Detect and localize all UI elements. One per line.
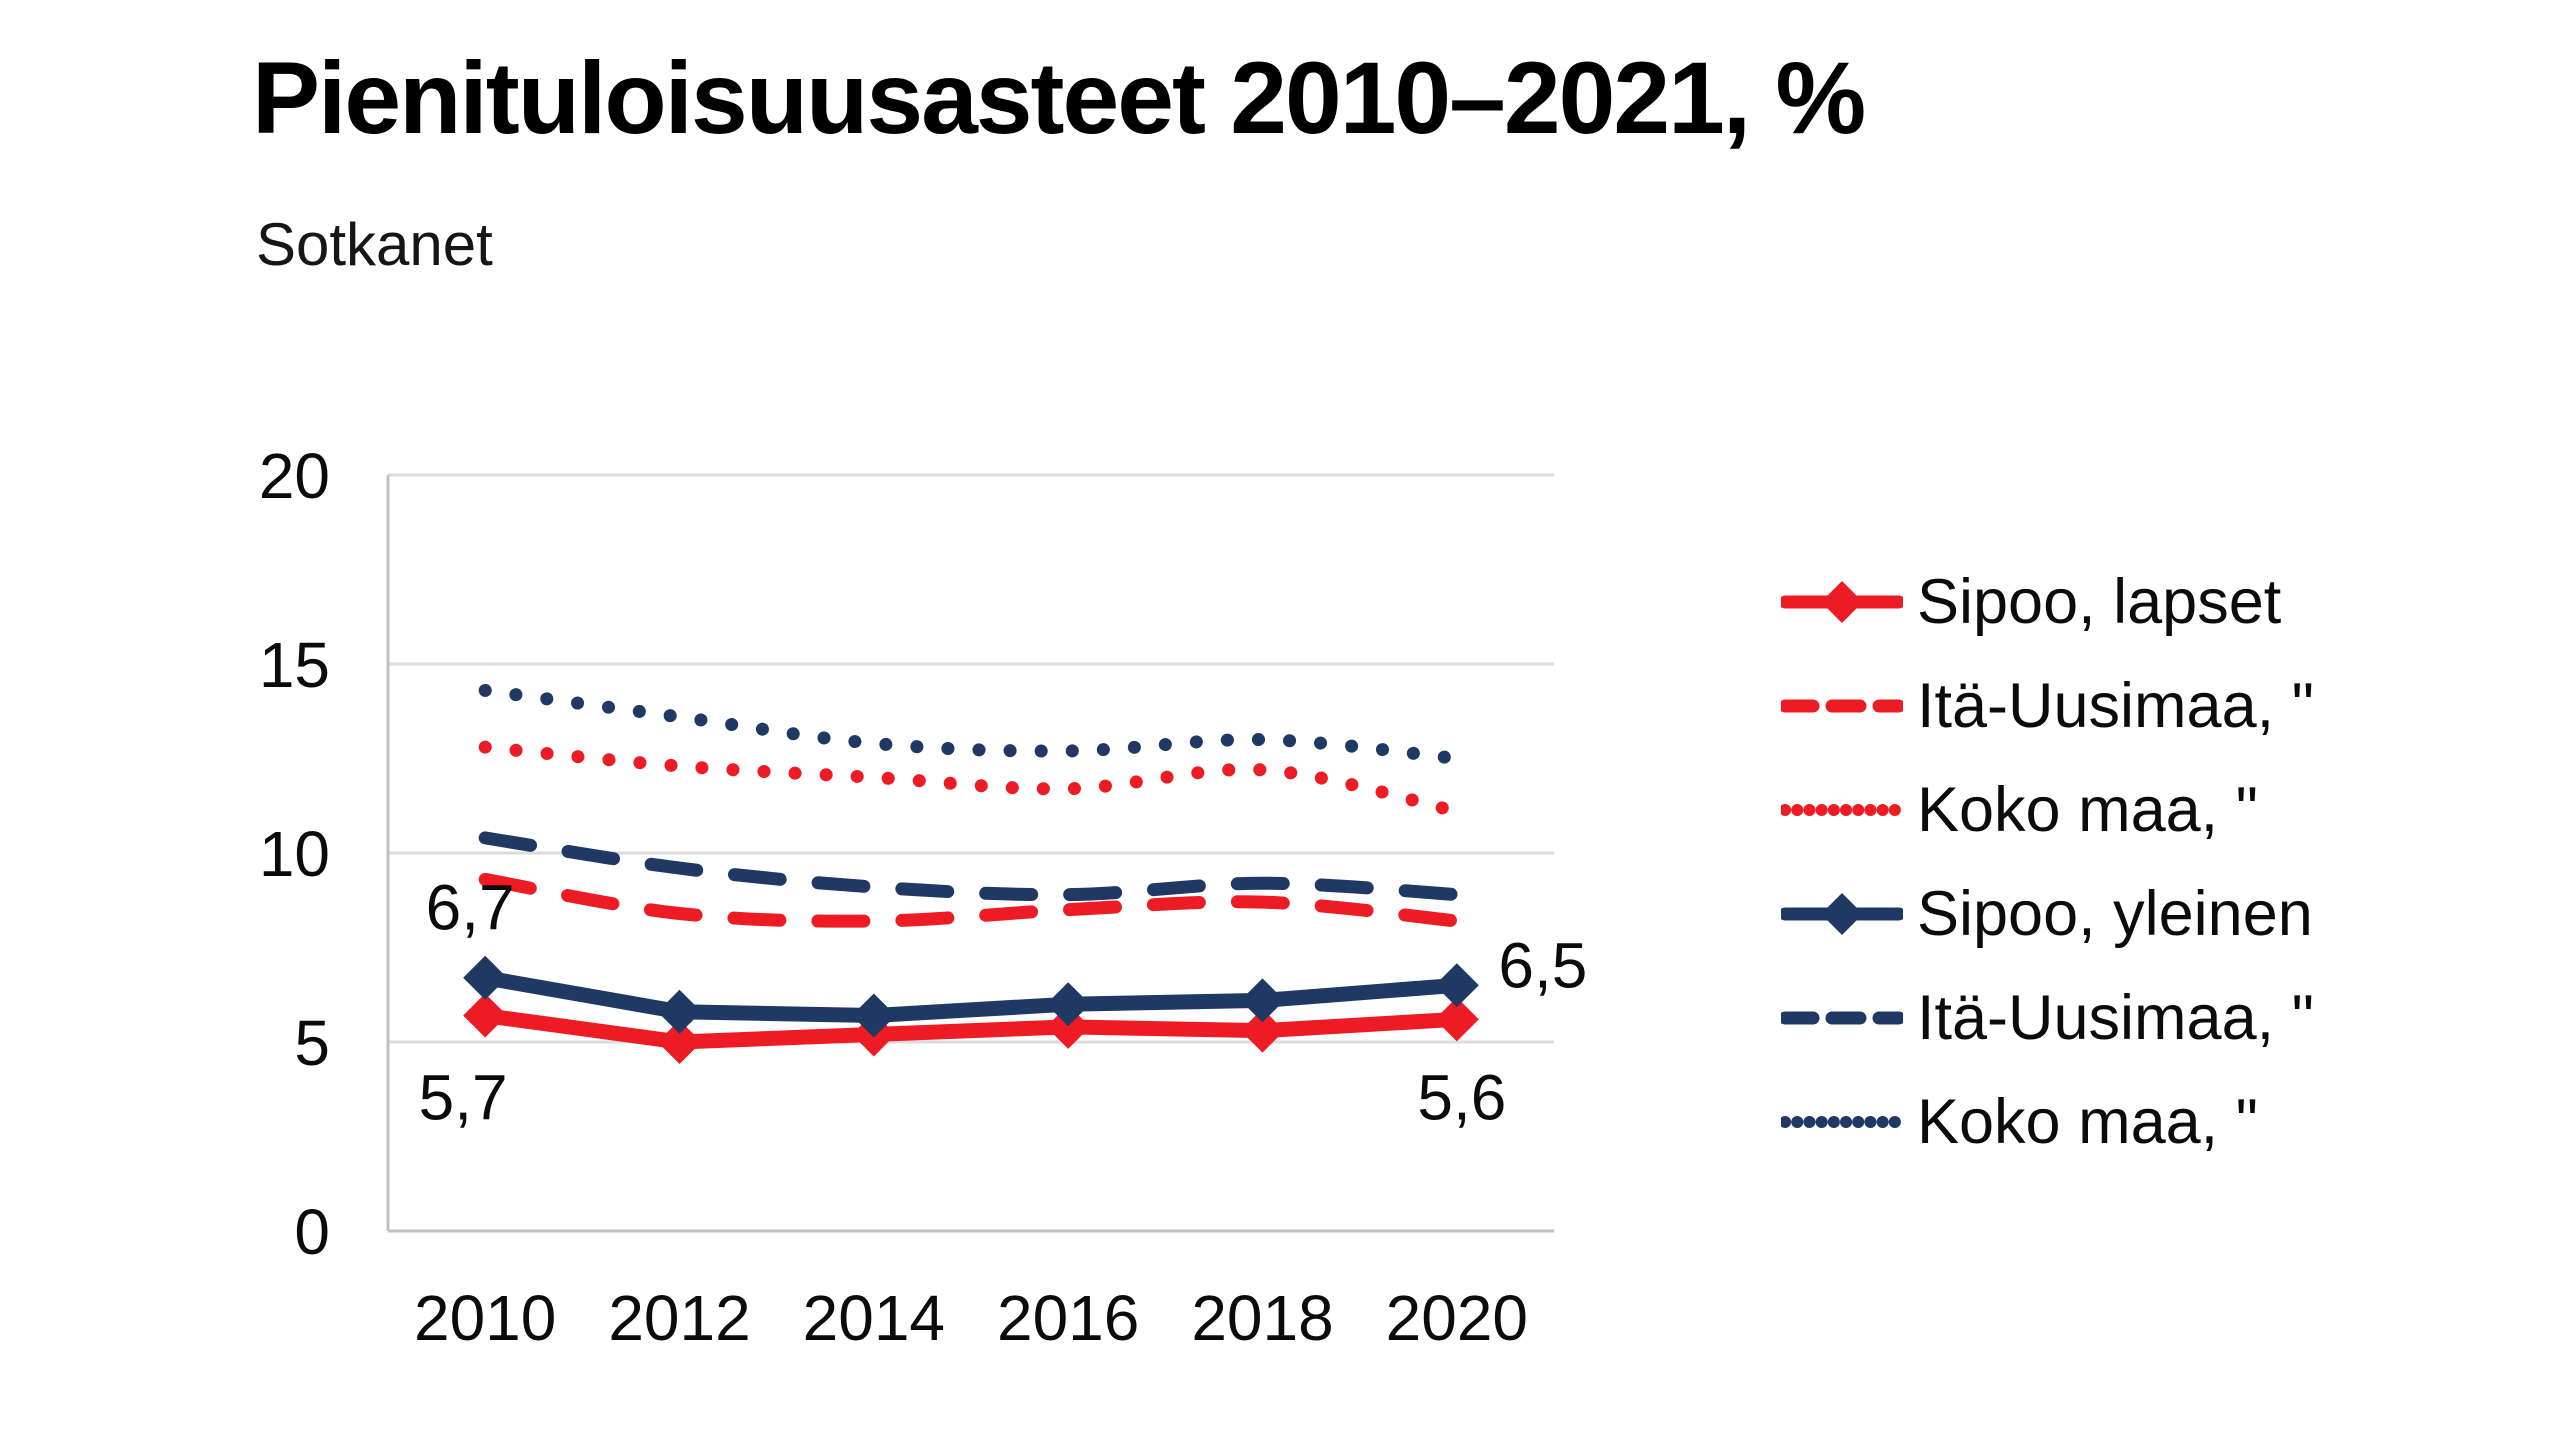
marker-diamond-icon: [463, 955, 508, 1000]
legend-marker-red-dashed-icon: [1781, 680, 1903, 732]
x-tick-label-2018: 2018: [1191, 1282, 1333, 1354]
legend-marker-svg: [1781, 893, 1903, 935]
legend-marker-svg: [1781, 1011, 1903, 1025]
series-5: [478, 683, 1464, 765]
legend-label: Sipoo, lapset: [1917, 567, 2282, 637]
y-tick-label-15: 15: [259, 629, 330, 701]
x-axis-labels: 2010 2012 2014 2016 2018 2020: [414, 1282, 1528, 1354]
x-tick-label-2012: 2012: [608, 1282, 750, 1354]
legend-label: Itä-Uusimaa, ": [1917, 983, 2314, 1053]
legend-marker-svg: [1781, 804, 1903, 816]
legend-label: Koko maa, ": [1917, 1087, 2259, 1157]
y-tick-label-20: 20: [259, 440, 330, 512]
legend-item-sipoo-yleinen: Sipoo, yleinen: [1781, 862, 2314, 966]
series-3: [463, 955, 1479, 1038]
marker-diamond-icon: [657, 989, 702, 1034]
legend-item-koko-maa-yleinen: Koko maa, ": [1781, 1070, 2314, 1174]
series-line-4: [478, 831, 1464, 902]
marker-diamond-icon: [1434, 997, 1479, 1042]
legend-item-ita-uusimaa-yleinen: Itä-Uusimaa, ": [1781, 966, 2314, 1070]
marker-diamond-icon: [1240, 978, 1285, 1023]
gridlines: [388, 473, 1554, 1044]
series-1: [478, 872, 1464, 928]
y-tick-label-0: 0: [294, 1196, 330, 1268]
x-tick-label-2020: 2020: [1386, 1282, 1528, 1354]
legend-marker-diamond-icon: [1821, 581, 1863, 623]
series-line-1: [478, 872, 1464, 928]
chart-subtitle: Sotkanet: [256, 211, 493, 278]
legend-marker-svg: [1781, 1116, 1903, 1128]
legend-item-sipoo-lapset: Sipoo, lapset: [1781, 550, 2314, 654]
legend-marker-svg: [1781, 581, 1903, 623]
legend-label: Koko maa, ": [1917, 775, 2259, 845]
legend-marker-diamond-icon: [1821, 893, 1863, 935]
marker-diamond-icon: [463, 993, 508, 1038]
legend-item-ita-uusimaa-lapset: Itä-Uusimaa, ": [1781, 654, 2314, 758]
chart-title: Pienituloisuusasteet 2010–2021, %: [252, 41, 1866, 155]
data-label-6,7: 6,7: [426, 872, 515, 944]
y-tick-label-10: 10: [259, 818, 330, 890]
series-line-5: [478, 683, 1464, 765]
legend-label: Sipoo, yleinen: [1917, 879, 2313, 949]
series-line-0: [477, 1008, 1465, 1050]
point-labels: 6,7 5,7 6,5 5,6: [419, 872, 1588, 1134]
y-axis-labels: 0 5 10 15 20: [259, 440, 330, 1268]
y-tick-label-5: 5: [294, 1007, 330, 1079]
legend-marker-red-solid-diamond-icon: [1781, 576, 1903, 628]
marker-diamond-icon: [657, 1020, 702, 1064]
legend-marker-svg: [1781, 699, 1903, 713]
legend-item-koko-maa-lapset: Koko maa, ": [1781, 758, 2314, 862]
data-label-5,6: 5,6: [1417, 1061, 1506, 1133]
series-line-2: [478, 740, 1464, 818]
series-4: [478, 831, 1464, 902]
marker-diamond-icon: [1434, 963, 1479, 1008]
marker-diamond-icon: [1046, 1004, 1091, 1049]
series-2: [478, 740, 1464, 818]
legend-marker-navy-dashed-icon: [1781, 992, 1903, 1044]
data-label-6,5: 6,5: [1498, 929, 1587, 1001]
legend-marker-navy-dotted-icon: [1781, 1096, 1903, 1148]
marker-diamond-icon: [1046, 982, 1091, 1027]
data-label-5,7: 5,7: [419, 1062, 508, 1134]
x-tick-label-2010: 2010: [414, 1282, 556, 1354]
legend-marker-red-dotted-icon: [1781, 784, 1903, 836]
marker-diamond-icon: [1240, 1008, 1285, 1053]
series-line-3: [477, 970, 1465, 1024]
legend-marker-navy-solid-diamond-icon: [1781, 888, 1903, 940]
chart-legend: Sipoo, lapset Itä-Uusimaa, " Koko maa, "…: [1781, 550, 2314, 1174]
legend-label: Itä-Uusimaa, ": [1917, 671, 2314, 741]
x-tick-label-2016: 2016: [997, 1282, 1139, 1354]
marker-diamond-icon: [851, 993, 896, 1038]
x-tick-label-2014: 2014: [803, 1282, 945, 1354]
